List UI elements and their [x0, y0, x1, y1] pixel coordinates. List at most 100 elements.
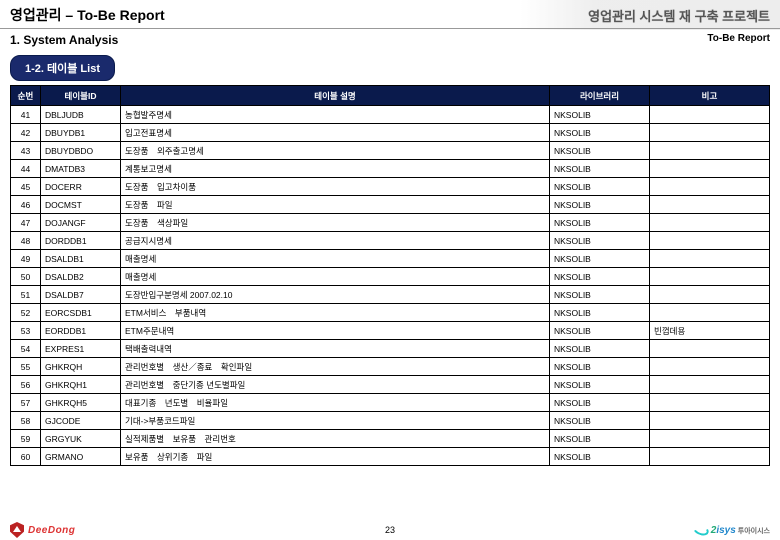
cell: 54 [11, 340, 41, 358]
cell [650, 214, 770, 232]
table-row: 53EORDDB1ETM주문내역NKSOLIB빈껍데용 [11, 322, 770, 340]
footer: DeeDong 23 2 isys 투아이시스 [0, 522, 780, 538]
cell: 52 [11, 304, 41, 322]
cell: DSALDB2 [41, 268, 121, 286]
cell: DSALDB7 [41, 286, 121, 304]
cell: 46 [11, 196, 41, 214]
cell [650, 124, 770, 142]
cell: DBUYDB1 [41, 124, 121, 142]
table-row: 58GJCODE기대->부품코드파일NKSOLIB [11, 412, 770, 430]
cell: NKSOLIB [550, 340, 650, 358]
cell: 57 [11, 394, 41, 412]
cell [650, 268, 770, 286]
cell: 60 [11, 448, 41, 466]
table-row: 55GHKRQH관리번호별 생산／종료 확인파일NKSOLIB [11, 358, 770, 376]
table-row: 50DSALDB2매출명세NKSOLIB [11, 268, 770, 286]
cell: 56 [11, 376, 41, 394]
table-row: 45DOCERR도장품 입고차이품NKSOLIB [11, 178, 770, 196]
cell: 41 [11, 106, 41, 124]
cell: 빈껍데용 [650, 322, 770, 340]
cell [650, 430, 770, 448]
table-row: 46DOCMST도장품 파일NKSOLIB [11, 196, 770, 214]
cell: DOCMST [41, 196, 121, 214]
cell [650, 106, 770, 124]
table-header-row: 순번 테이블ID 테이블 설명 라이브러리 비고 [11, 86, 770, 106]
cell: DORDDB1 [41, 232, 121, 250]
cell: NKSOLIB [550, 286, 650, 304]
cell: GRGYUK [41, 430, 121, 448]
swoosh-icon [692, 523, 710, 538]
brand-left: DeeDong [28, 525, 75, 536]
cell: 매출명세 [121, 268, 550, 286]
cell: 58 [11, 412, 41, 430]
table-row: 60GRMANO보유품 상위기종 파일NKSOLIB [11, 448, 770, 466]
cell: 50 [11, 268, 41, 286]
cell: ETM주문내역 [121, 322, 550, 340]
cell: DOJANGF [41, 214, 121, 232]
cell [650, 376, 770, 394]
cell: 55 [11, 358, 41, 376]
cell: GJCODE [41, 412, 121, 430]
cell: NKSOLIB [550, 394, 650, 412]
table-row: 54EXPRES1택배출력내역NKSOLIB [11, 340, 770, 358]
table-row: 43DBUYDBDO도장품 외주출고명세NKSOLIB [11, 142, 770, 160]
cell [650, 196, 770, 214]
table-row: 57GHKRQH5대표기종 년도별 비율파일NKSOLIB [11, 394, 770, 412]
cell: 49 [11, 250, 41, 268]
cell: 59 [11, 430, 41, 448]
cell: NKSOLIB [550, 106, 650, 124]
cell: NKSOLIB [550, 232, 650, 250]
cell: 택배출력내역 [121, 340, 550, 358]
cell: NKSOLIB [550, 160, 650, 178]
cell: 도장품 파일 [121, 196, 550, 214]
cell: 53 [11, 322, 41, 340]
cell: 도장품 입고차이품 [121, 178, 550, 196]
cell: NKSOLIB [550, 178, 650, 196]
cell: 51 [11, 286, 41, 304]
cell: NKSOLIB [550, 214, 650, 232]
page-number: 23 [385, 525, 395, 535]
cell: 45 [11, 178, 41, 196]
cell: DSALDB1 [41, 250, 121, 268]
cell [650, 304, 770, 322]
shield-icon [10, 522, 24, 538]
cell: GRMANO [41, 448, 121, 466]
cell: 공급지시명세 [121, 232, 550, 250]
cell: DMATDB3 [41, 160, 121, 178]
th-desc: 테이블 설명 [121, 86, 550, 106]
cell: 도장품 외주출고명세 [121, 142, 550, 160]
section-row: 1. System Analysis To-Be Report [0, 29, 780, 51]
table-list: 순번 테이블ID 테이블 설명 라이브러리 비고 41DBLJUDB농협발주명세… [10, 85, 770, 466]
table-row: 51DSALDB7도장반입구분명세 2007.02.10NKSOLIB [11, 286, 770, 304]
cell: 관리번호별 중단기종 년도별파일 [121, 376, 550, 394]
cell: DOCERR [41, 178, 121, 196]
cell: 농협발주명세 [121, 106, 550, 124]
report-tag: To-Be Report [707, 33, 770, 47]
table-row: 48DORDDB1공급지시명세NKSOLIB [11, 232, 770, 250]
cell: 매출명세 [121, 250, 550, 268]
cell: NKSOLIB [550, 304, 650, 322]
section-title: 1. System Analysis [10, 33, 118, 47]
cell: NKSOLIB [550, 412, 650, 430]
cell: 도장반입구분명세 2007.02.10 [121, 286, 550, 304]
cell [650, 160, 770, 178]
table-row: 56GHKRQH1관리번호별 중단기종 년도별파일NKSOLIB [11, 376, 770, 394]
page-header: 영업관리 – To-Be Report 영업관리 시스템 재 구축 프로젝트 [0, 0, 780, 26]
table-row: 42DBUYDB1입고전표명세NKSOLIB [11, 124, 770, 142]
cell: GHKRQH [41, 358, 121, 376]
cell: NKSOLIB [550, 124, 650, 142]
table-row: 47DOJANGF도장품 색상파일NKSOLIB [11, 214, 770, 232]
cell: ETM서비스 부품내역 [121, 304, 550, 322]
cell: 관리번호별 생산／종료 확인파일 [121, 358, 550, 376]
th-lib: 라이브러리 [550, 86, 650, 106]
cell: 기대->부품코드파일 [121, 412, 550, 430]
cell [650, 232, 770, 250]
logo-left: DeeDong [10, 522, 75, 538]
cell [650, 412, 770, 430]
cell: NKSOLIB [550, 142, 650, 160]
cell: DBUYDBDO [41, 142, 121, 160]
table-row: 49DSALDB1매출명세NKSOLIB [11, 250, 770, 268]
cell: 입고전표명세 [121, 124, 550, 142]
cell: EORDDB1 [41, 322, 121, 340]
cell: 계통보고명세 [121, 160, 550, 178]
